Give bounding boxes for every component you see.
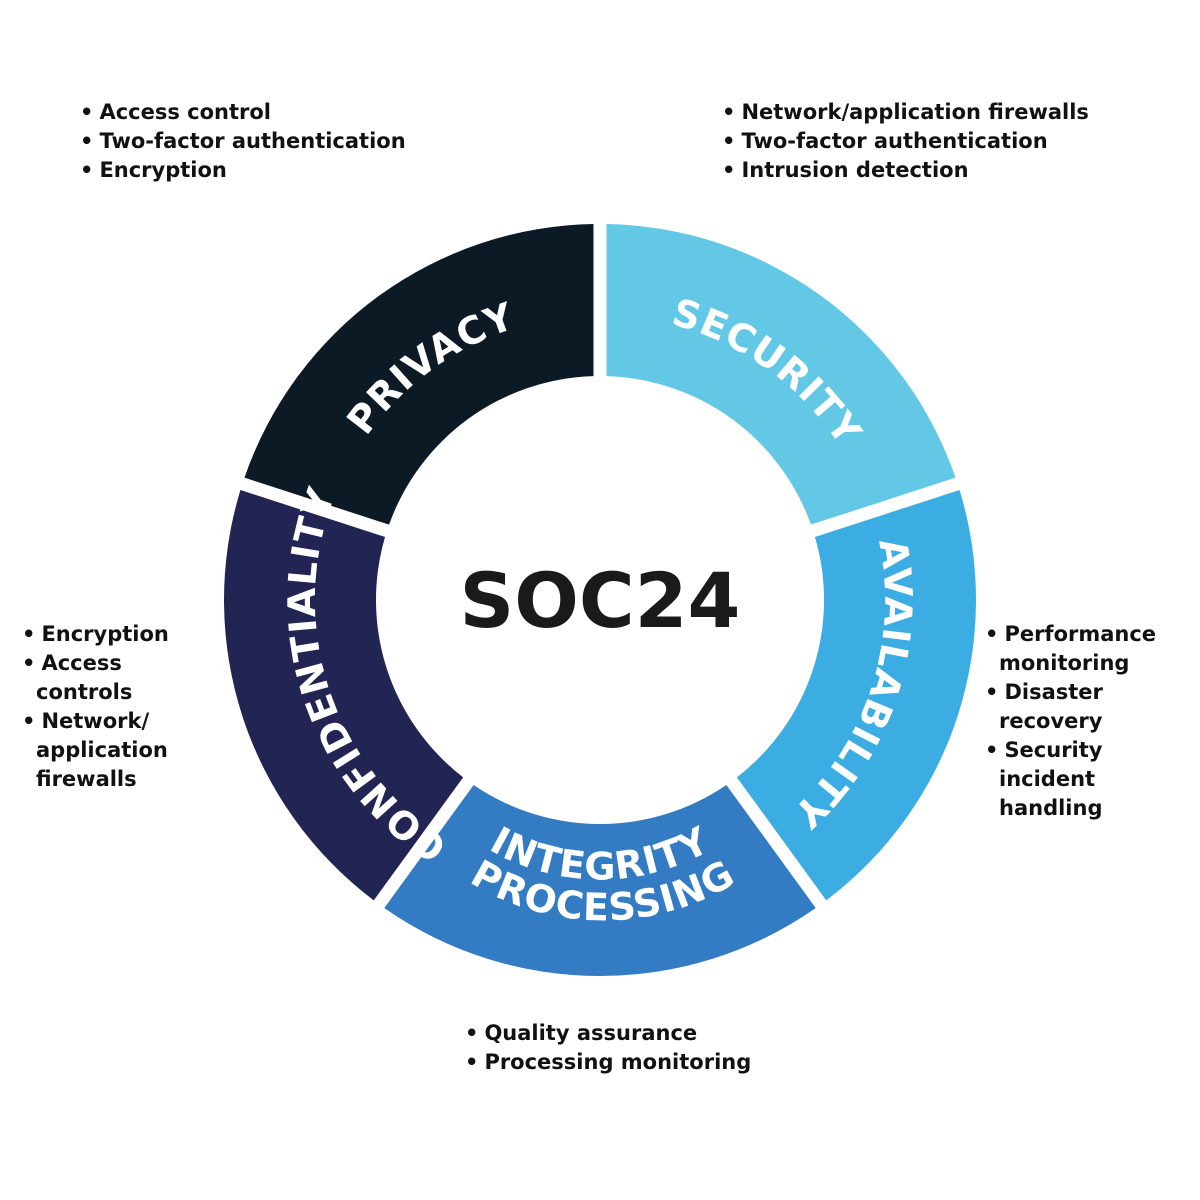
privacy-bullet: Encryption <box>80 156 406 185</box>
confidentiality-bullet: Access controls <box>22 649 192 707</box>
confidentiality-bullets: Encryption Access controls Network/ appl… <box>22 620 192 794</box>
segment-availability <box>736 490 977 901</box>
privacy-bullet: Access control <box>80 98 406 127</box>
availability-bullets: Performance monitoring Disaster recovery… <box>985 620 1165 823</box>
security-bullets: Network/application firewalls Two-factor… <box>722 98 1089 185</box>
segment-privacy <box>244 224 594 525</box>
segment-processing-integrity <box>384 784 816 976</box>
privacy-bullet: Two-factor authentication <box>80 127 405 156</box>
segment-security <box>606 224 956 525</box>
segment-confidentiality <box>224 490 464 901</box>
availability-bullet: Disaster recovery <box>985 678 1165 736</box>
processing-integrity-bullet: Quality assurance <box>465 1019 751 1048</box>
security-bullet: Intrusion detection <box>722 156 1089 185</box>
security-bullet: Network/application firewalls <box>722 98 1088 127</box>
confidentiality-bullet: Encryption <box>22 620 192 649</box>
processing-integrity-bullet: Processing monitoring <box>465 1048 751 1077</box>
availability-bullet: Performance monitoring <box>985 620 1165 678</box>
security-bullet: Two-factor authentication <box>722 127 1089 156</box>
availability-bullet: Security incident handling <box>985 736 1165 823</box>
confidentiality-bullet: Network/ application firewalls <box>22 707 192 794</box>
processing-integrity-bullets: Quality assurance Processing monitoring <box>465 1019 751 1077</box>
privacy-bullets: Access control Two-factor authentication… <box>80 98 406 185</box>
center-title: SOC24 <box>460 556 741 645</box>
